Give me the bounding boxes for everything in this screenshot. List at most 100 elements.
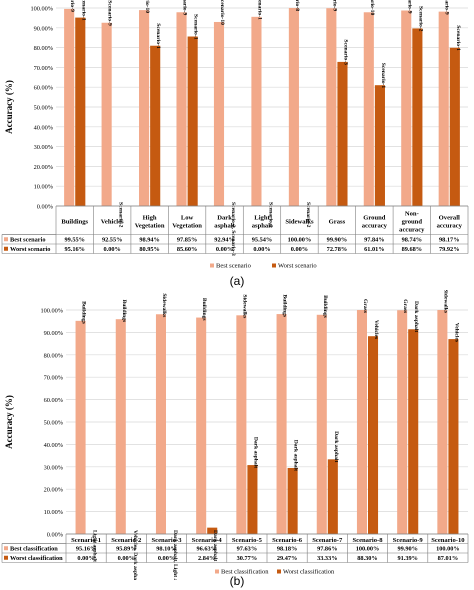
bar-worst <box>449 47 460 207</box>
data-value-label: 100.00% <box>288 237 312 244</box>
series-row-label: Worst scenario <box>10 246 50 253</box>
data-value-label: 95.16% <box>64 246 84 253</box>
bar-worst <box>408 329 419 534</box>
bar-label: Scenario-9 <box>182 0 188 15</box>
bar-label: Buildings <box>322 295 328 319</box>
data-value-label: 30.77% <box>237 555 257 562</box>
bar-label: Dark asphalt <box>252 437 258 468</box>
series-row-label: Worst classification <box>10 555 63 562</box>
data-value-label: 97.85% <box>177 237 197 244</box>
legend-key <box>210 263 214 268</box>
y-tick-label: 0.00% <box>47 532 64 539</box>
bar-label: Scenario-10 <box>219 0 225 25</box>
x-category-label: ground <box>402 218 423 225</box>
data-value-label: 99.90% <box>397 546 417 553</box>
y-tick-label: 50.00% <box>34 105 54 112</box>
bar-label: Dark asphalt <box>212 530 218 561</box>
bar-label: Scenario-1 <box>193 14 199 40</box>
bar-label: Scenario-10 <box>144 0 150 13</box>
legend-label: Worst scenario <box>278 263 317 270</box>
bar-label: Scenario-1 <box>155 23 161 49</box>
y-tick-label: 100.00% <box>30 6 53 13</box>
x-category-label: Scenario-10 <box>431 537 465 544</box>
x-category-label: Scenario-5 <box>232 537 263 544</box>
data-value-label: 88.30% <box>357 555 377 562</box>
bar-label: Grass <box>362 299 368 314</box>
caption-b: (b) <box>229 574 245 588</box>
bar-label: Dark asphalt <box>293 440 299 471</box>
bar-best <box>438 11 449 207</box>
bar-best <box>276 314 287 534</box>
bar-label: Scenario-1 <box>455 25 461 51</box>
bar-best <box>251 16 262 207</box>
data-value-label: 0.00% <box>216 246 233 253</box>
x-category-label: Scenario-2 <box>111 537 142 544</box>
bar-worst <box>207 527 218 534</box>
y-tick-label: 70.00% <box>44 375 64 382</box>
bar-label: Dark asphalt <box>333 431 339 462</box>
data-value-label: 97.86% <box>317 546 337 553</box>
bar-best <box>236 315 247 534</box>
bar-best <box>139 10 150 206</box>
data-value-label: 99.55% <box>64 237 84 244</box>
bar-label: Scenario-1 <box>268 202 274 228</box>
bar-label: Grass <box>402 299 408 314</box>
x-category-label: Scenario-9 <box>393 537 424 544</box>
bar-label: Scenario-9 <box>331 0 337 11</box>
data-value-label: 72.78% <box>327 246 347 253</box>
bar-label: Vehicles <box>373 320 379 340</box>
bar-best <box>64 8 75 206</box>
y-tick-label: 100.00% <box>40 308 63 315</box>
data-value-label: 92.94% <box>214 237 234 244</box>
bar-label: Buildings <box>121 300 127 324</box>
bar-label: Scenario-1 <box>256 0 262 20</box>
y-tick-label: 50.00% <box>44 420 64 427</box>
bar-best <box>176 12 187 206</box>
x-category-label: Vegetation <box>135 222 165 229</box>
data-value-label: 0.00% <box>158 555 175 562</box>
legend-label: Worst classification <box>283 569 335 576</box>
bar-best <box>155 314 166 534</box>
data-value-label: 85.60% <box>177 246 197 253</box>
bar-worst <box>337 61 348 206</box>
bar-label: Light asphalt <box>92 530 98 562</box>
y-tick-label: 80.00% <box>44 352 64 359</box>
y-tick-label: 40.00% <box>34 124 54 131</box>
data-value-label: 0.00% <box>118 555 135 562</box>
caption-a: (a) <box>229 274 245 288</box>
y-tick-label: 0.00% <box>37 204 54 211</box>
x-category-label: asphalt <box>252 222 273 229</box>
data-value-label: 29.47% <box>277 555 297 562</box>
y-tick-label: 80.00% <box>34 45 54 52</box>
bar-label: Buildings <box>81 301 87 325</box>
bar-label: Buildings <box>201 298 207 322</box>
x-category-label: Low <box>181 214 194 221</box>
bar-best <box>316 314 327 534</box>
bar-label: Scenario-9 <box>444 0 450 15</box>
data-value-label: 98.17% <box>439 237 459 244</box>
bar-best <box>401 10 412 207</box>
data-value-label: 98.74% <box>402 237 422 244</box>
y-tick-label: 70.00% <box>34 65 54 72</box>
y-tick-label: 60.00% <box>44 397 64 404</box>
legend-key <box>4 237 8 242</box>
data-value-label: 97.63% <box>237 546 257 553</box>
y-tick-label: 10.00% <box>44 509 64 516</box>
y-tick-label: 20.00% <box>44 487 64 494</box>
data-value-label: 2.84% <box>198 555 215 562</box>
data-value-label: 0.00% <box>77 555 94 562</box>
bar-worst <box>187 36 198 207</box>
chart-b: 0.00% 10.00% 20.00% 30.00% 40.00% 50.00% 60.00… <box>1 290 469 580</box>
x-category-label: Scenario-4 <box>192 537 223 544</box>
data-value-label: 98.94% <box>139 237 159 244</box>
y-tick-label: 30.00% <box>34 144 54 151</box>
data-value-label: 100.00% <box>356 546 380 553</box>
y-tick-label: 10.00% <box>34 184 54 191</box>
bar-label: Sidewalks <box>161 293 167 318</box>
legend-key <box>4 546 8 551</box>
bar-label: Scenario-1 <box>380 63 386 89</box>
bar-best <box>75 320 86 534</box>
x-category-label: Ground <box>363 214 386 221</box>
data-value-label: 98.10% <box>156 546 176 553</box>
data-value-label: 89.68% <box>402 246 422 253</box>
